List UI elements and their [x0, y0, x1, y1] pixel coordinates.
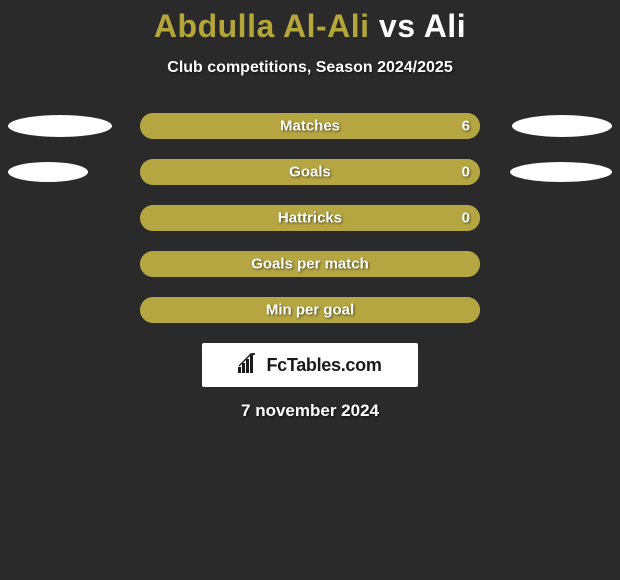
stat-bar: Goals 0	[140, 159, 480, 185]
stat-row: Hattricks 0	[0, 205, 620, 231]
page-title: Abdulla Al-Ali vs Ali	[0, 8, 620, 45]
stat-label: Goals per match	[251, 256, 369, 273]
stat-label: Goals	[289, 164, 331, 181]
stat-bar: Min per goal	[140, 297, 480, 323]
stat-bar: Goals per match	[140, 251, 480, 277]
date-line: 7 november 2024	[0, 401, 620, 421]
title-separator: vs	[379, 8, 416, 44]
right-ellipse	[512, 115, 612, 137]
left-ellipse	[8, 115, 112, 137]
right-ellipse	[510, 162, 612, 182]
player2-name: Ali	[424, 8, 466, 44]
player1-name: Abdulla Al-Ali	[154, 8, 370, 44]
stat-label: Hattricks	[278, 210, 342, 227]
stat-row: Goals per match	[0, 251, 620, 277]
logo: FcTables.com	[238, 353, 381, 378]
stat-bar: Hattricks 0	[140, 205, 480, 231]
left-ellipse	[8, 162, 88, 182]
logo-box: FcTables.com	[202, 343, 418, 387]
stats-rows: Matches 6 Goals 0 Hattricks 0 Goals per match M…	[0, 113, 620, 323]
stat-row: Matches 6	[0, 113, 620, 139]
stat-value-right: 0	[462, 164, 470, 181]
comparison-card: Abdulla Al-Ali vs Ali Club competitions,…	[0, 0, 620, 421]
stat-value-right: 0	[462, 210, 470, 227]
stat-label: Matches	[280, 118, 340, 135]
stat-row: Min per goal	[0, 297, 620, 323]
stat-bar: Matches 6	[140, 113, 480, 139]
logo-text: FcTables.com	[266, 355, 381, 376]
stat-value-right: 6	[462, 118, 470, 135]
subtitle: Club competitions, Season 2024/2025	[0, 59, 620, 77]
logo-bars-icon	[238, 353, 260, 378]
stat-label: Min per goal	[266, 302, 354, 319]
stat-row: Goals 0	[0, 159, 620, 185]
